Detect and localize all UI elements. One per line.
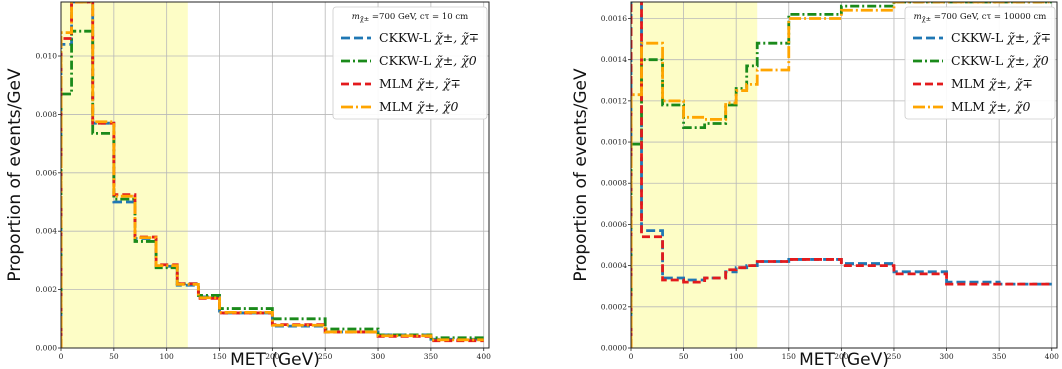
y-axis-label: Proportion of events/GeV [5,68,25,282]
x-tick-label: 300 [371,352,386,361]
plot-frame [60,1,490,349]
legend-title: mχ̃± =700 GeV, cτ = 10 cm [352,12,468,23]
legend-label-1: CKKW-L χ̃±, χ̃0 [951,53,1049,68]
y-tick-label: 0.0016 [601,14,627,23]
series-line-3 [61,2,484,348]
y-tick-label: 0.002 [36,285,58,294]
x-tick-label: 400 [477,352,492,361]
x-tick-label: 250 [318,352,333,361]
legend: mχ̃± =700 GeV, cτ = 10000 cm CKKW-L χ̃±, … [904,6,1056,120]
y-tick-label: 0.010 [36,52,58,61]
x-tick-label: 200 [265,352,280,361]
y-tick-label: 0.0014 [601,55,627,64]
y-tick-label: 0.0012 [601,96,627,105]
y-tick-label: 0.0004 [601,261,627,270]
series-line-2 [631,2,1052,348]
x-axis-label: MET (GeV) [230,350,320,369]
series-line-0 [631,2,1052,348]
legend-title: mχ̃± =700 GeV, cτ = 10000 cm [914,12,1047,23]
x-tick-label: 150 [782,352,797,361]
y-tick-label: 0.000 [36,344,58,353]
shaded-region [61,2,188,348]
x-tick-label: 350 [992,352,1007,361]
legend-label-3: MLM χ̃±, χ̃0 [951,99,1030,114]
x-tick-label: 0 [629,352,634,361]
legend-label-0: CKKW-L χ̃±, χ̃∓ [379,30,479,45]
shaded-region [631,2,758,348]
legend-label-2: MLM χ̃±, χ̃∓ [379,76,461,91]
chart-right: 0 50 100 150 200 250 300 350 400 0.0000 0.0002 0.00… [571,1,1060,369]
series-line-1 [631,2,1052,348]
legend-label-2: MLM χ̃±, χ̃∓ [951,76,1033,91]
plot-frame [630,1,1058,349]
y-tick-label: 0.006 [36,168,58,177]
y-axis-label: Proportion of events/GeV [571,68,591,282]
y-tick-label: 0.008 [36,110,58,119]
legend: mχ̃± =700 GeV, cτ = 10 cm CKKW-L χ̃±, χ̃∓… [332,6,488,120]
x-tick-label: 300 [939,352,954,361]
x-tick-label: 250 [887,352,902,361]
x-tick-label: 350 [424,352,439,361]
y-tick-label: 0.0002 [601,302,627,311]
y-tick-label: 0.004 [36,227,58,236]
y-tick-label: 0.0010 [601,138,627,147]
y-tick-label: 0.0000 [601,344,627,353]
x-tick-label: 50 [679,352,689,361]
legend-label-1: CKKW-L χ̃±, χ̃0 [379,53,477,68]
x-tick-label: 150 [212,352,227,361]
chart-left: 0 50 100 150 200 250 300 350 400 0.000 0.002 0.004 0… [5,1,492,369]
x-tick-label: 100 [729,352,744,361]
x-tick-label: 50 [109,352,119,361]
x-tick-label: 100 [160,352,175,361]
y-tick-label: 0.0008 [601,179,627,188]
x-axis-label: MET (GeV) [799,350,889,369]
x-tick-label: 400 [1045,352,1060,361]
series-line-3 [631,2,1052,348]
x-tick-label: 0 [59,352,64,361]
x-tick-label: 200 [834,352,849,361]
legend-label-3: MLM χ̃±, χ̃0 [379,99,458,114]
y-tick-label: 0.0006 [601,220,627,229]
legend-label-0: CKKW-L χ̃±, χ̃∓ [951,30,1051,45]
